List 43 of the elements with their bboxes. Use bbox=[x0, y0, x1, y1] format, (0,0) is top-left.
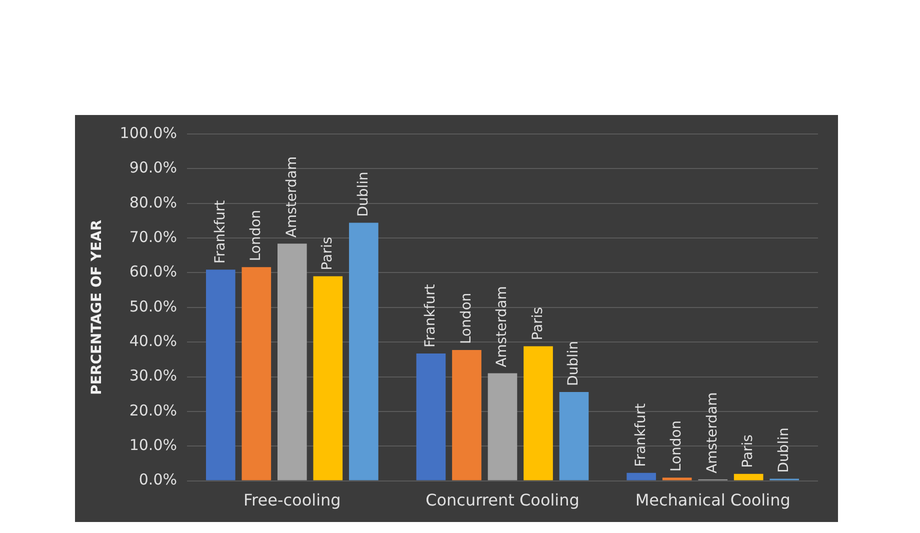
x-tick-label: Concurrent Cooling bbox=[426, 490, 580, 510]
y-tick-label: 60.0% bbox=[129, 262, 177, 281]
bar bbox=[524, 346, 553, 480]
text: Amsterdam bbox=[494, 286, 510, 368]
y-tick-label: 40.0% bbox=[129, 332, 177, 350]
y-tick-label: 80.0% bbox=[129, 193, 177, 212]
bar bbox=[488, 373, 518, 480]
bar bbox=[662, 478, 692, 480]
text: London bbox=[458, 292, 474, 344]
text: Frankfurt bbox=[632, 403, 649, 467]
y-tick-label: 30.0% bbox=[129, 366, 177, 385]
bar bbox=[242, 267, 272, 480]
text: London bbox=[668, 420, 685, 472]
y-tick-label: 10.0% bbox=[129, 436, 177, 454]
bar bbox=[349, 222, 378, 480]
x-tick-label: Free-cooling bbox=[244, 490, 341, 510]
y-tick-label: 50.0% bbox=[129, 297, 177, 316]
text: Amsterdam bbox=[284, 156, 300, 238]
text: Paris bbox=[320, 236, 336, 270]
text: Frankfurt bbox=[212, 200, 228, 264]
bar bbox=[626, 472, 656, 480]
x-tick-label: Mechanical Cooling bbox=[635, 490, 790, 510]
bar bbox=[734, 474, 764, 480]
text: Amsterdam bbox=[704, 392, 720, 474]
text: Dublin bbox=[566, 340, 582, 386]
bar bbox=[559, 392, 589, 480]
bar bbox=[416, 354, 446, 480]
y-axis-title: PERCENTAGE OF YEAR bbox=[89, 220, 106, 395]
bar bbox=[206, 270, 236, 480]
text: Dublin bbox=[355, 172, 372, 217]
y-tick-label: 0.0% bbox=[138, 470, 177, 489]
y-tick-label: 20.0% bbox=[129, 401, 177, 420]
bar bbox=[313, 276, 343, 480]
text: Dublin bbox=[776, 428, 792, 473]
text: Frankfurt bbox=[422, 284, 439, 348]
y-tick-label: 100.0% bbox=[120, 124, 177, 142]
text: Paris bbox=[530, 306, 546, 340]
y-tick-label: 70.0% bbox=[129, 228, 177, 246]
text: Paris bbox=[740, 434, 756, 468]
text: London bbox=[248, 210, 264, 262]
y-tick-label: 90.0% bbox=[129, 158, 177, 177]
bar bbox=[278, 244, 307, 480]
bar bbox=[452, 350, 482, 480]
